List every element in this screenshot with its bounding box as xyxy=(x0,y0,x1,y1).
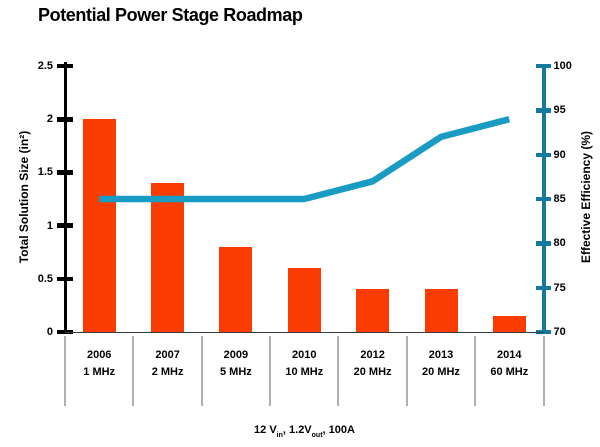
right-tick-label: 100 xyxy=(553,60,572,72)
left-tick-label: 2 xyxy=(46,113,53,126)
right-axis-tick xyxy=(536,152,551,157)
right-tick-label: 95 xyxy=(553,104,566,117)
category-freq-label: 20 MHz xyxy=(353,366,392,378)
bar-2012 xyxy=(356,289,390,332)
right-tick-label: 80 xyxy=(553,237,566,250)
left-tick-label: 0 xyxy=(46,326,53,338)
left-axis-tick xyxy=(56,329,73,335)
right-axis-tick xyxy=(536,108,551,113)
right-axis-tick xyxy=(536,241,551,246)
bar-2009 xyxy=(219,246,253,332)
right-tick-label: 90 xyxy=(553,148,566,161)
left-tick-label: 1 xyxy=(46,219,53,232)
category-freq-label: 1 MHz xyxy=(83,366,116,378)
category-freq-label: 20 MHz xyxy=(422,366,460,378)
right-axis-tick xyxy=(536,63,551,69)
category-divider xyxy=(337,336,340,406)
right-tick-label: 85 xyxy=(553,193,566,205)
subscript-in: in xyxy=(276,432,283,440)
bar-2014 xyxy=(492,316,526,332)
category-freq-label: 5 MHz xyxy=(219,366,252,378)
subscript-out: out xyxy=(311,432,323,440)
category-divider xyxy=(542,336,545,406)
category-divider xyxy=(200,336,203,406)
category-divider xyxy=(132,336,135,406)
right-axis-tick xyxy=(536,285,551,290)
left-axis-tick xyxy=(56,276,73,282)
left-axis-tick xyxy=(56,63,73,69)
bar-2006 xyxy=(82,119,116,332)
category-divider xyxy=(64,336,66,406)
left-axis-tick xyxy=(56,223,73,228)
category-divider xyxy=(405,336,408,406)
right-axis-tick xyxy=(536,329,551,335)
left-axis-line xyxy=(63,62,67,332)
category-year-label: 2012 xyxy=(360,349,385,361)
category-year-label: 2006 xyxy=(86,349,112,361)
bar-2013 xyxy=(424,289,458,332)
category-year-label: 2007 xyxy=(155,349,180,361)
category-freq-label: 10 MHz xyxy=(285,366,324,378)
category-freq-label: 60 MHz xyxy=(490,366,529,378)
left-tick-label: 2.5 xyxy=(37,60,53,72)
category-year-label: 2010 xyxy=(292,349,317,361)
chart-title: Potential Power Stage Roadmap xyxy=(38,5,303,25)
x-axis-baseline xyxy=(65,331,544,333)
right-axis-tick xyxy=(536,196,551,202)
category-divider xyxy=(269,336,272,406)
bar-2007 xyxy=(151,183,184,332)
left-tick-label: 1.5 xyxy=(37,166,53,179)
category-year-label: 2013 xyxy=(428,349,454,361)
conditions-annotation: 12 Vin, 1.2Vout, 100A xyxy=(254,424,355,440)
category-year-label: 2009 xyxy=(223,349,249,361)
right-tick-label: 75 xyxy=(553,281,566,294)
left-tick-label: 0.5 xyxy=(37,272,53,285)
left-axis-tick xyxy=(56,170,73,175)
left-axis-tick xyxy=(56,117,73,122)
bar-2010 xyxy=(287,268,321,332)
category-freq-label: 2 MHz xyxy=(151,366,184,378)
right-tick-label: 70 xyxy=(553,326,566,338)
category-year-label: 2014 xyxy=(497,349,522,361)
category-divider xyxy=(474,336,477,406)
